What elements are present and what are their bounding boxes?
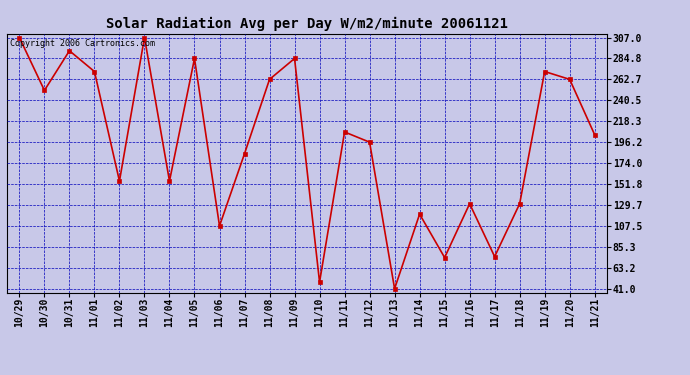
Text: Copyright 2006 Cartronics.com: Copyright 2006 Cartronics.com [10, 39, 155, 48]
Title: Solar Radiation Avg per Day W/m2/minute 20061121: Solar Radiation Avg per Day W/m2/minute … [106, 17, 508, 31]
